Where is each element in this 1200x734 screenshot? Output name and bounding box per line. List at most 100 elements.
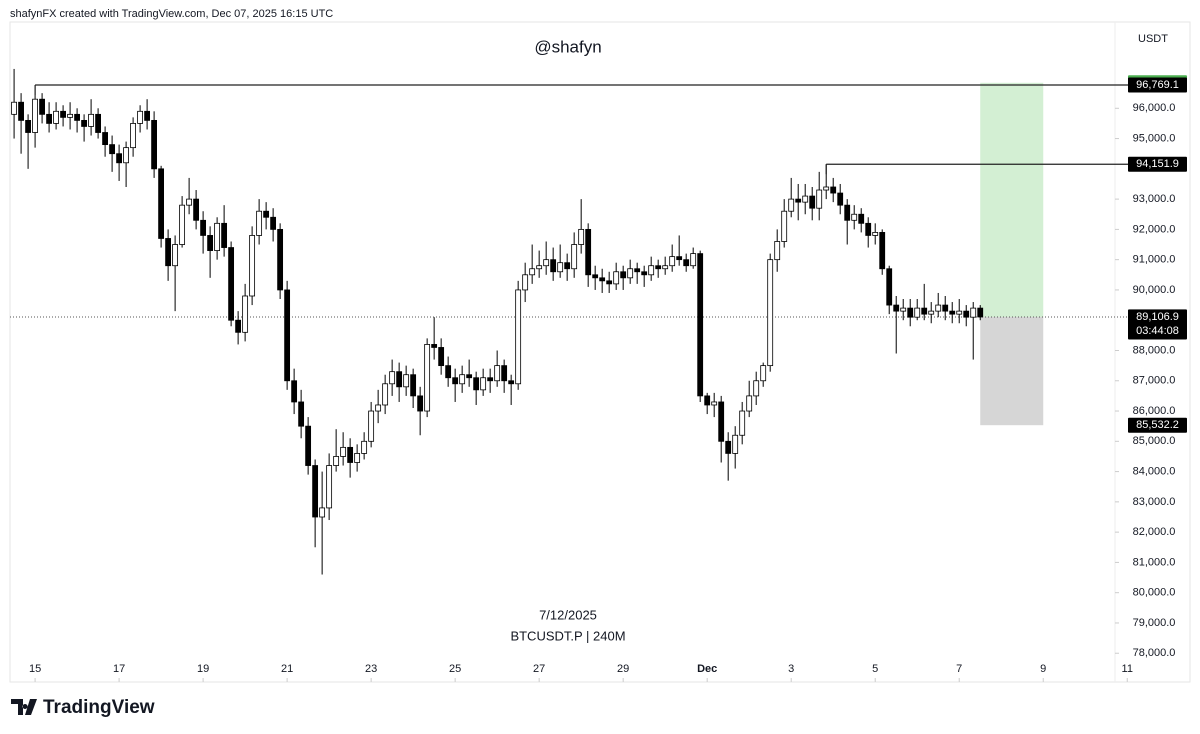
candle-body xyxy=(200,219,207,236)
x-tick-label: 11 xyxy=(1122,663,1133,675)
candle-body xyxy=(907,307,914,318)
x-tick-label: 19 xyxy=(197,663,209,675)
candle-body xyxy=(655,265,662,270)
candle-body xyxy=(81,119,87,127)
candle-body xyxy=(410,374,417,397)
candle-body xyxy=(746,395,753,412)
attribution: shafynFX created with TradingView.com, D… xyxy=(10,8,333,20)
candle-body xyxy=(788,198,795,212)
candle-body xyxy=(865,222,872,236)
candle-body xyxy=(543,259,550,267)
candle-body xyxy=(690,253,697,267)
candle-body xyxy=(263,210,270,218)
y-tick-label: 91,000.0 xyxy=(1133,254,1176,266)
candle-body xyxy=(802,195,809,203)
candle-body xyxy=(648,265,655,276)
candle-body xyxy=(221,222,228,248)
candle-body xyxy=(935,304,942,312)
chart-frame xyxy=(9,21,1191,683)
candle-body xyxy=(452,377,459,385)
y-tick-label: 79,000.0 xyxy=(1133,617,1176,629)
candle-body xyxy=(18,101,24,121)
candle-body xyxy=(172,244,179,267)
candle-body xyxy=(333,456,340,466)
candle-body xyxy=(25,119,31,133)
x-tick-label: 3 xyxy=(788,663,794,675)
candle-body xyxy=(396,371,403,388)
candle-body xyxy=(571,244,578,270)
y-tick-label: 80,000.0 xyxy=(1133,587,1176,599)
candle-body xyxy=(319,507,326,518)
x-tick-label: Dec xyxy=(697,663,717,675)
candle-body xyxy=(179,204,186,245)
y-tick-label: 88,000.0 xyxy=(1133,344,1176,356)
candle-body xyxy=(165,238,172,267)
candle-body xyxy=(851,213,858,221)
candle-body xyxy=(130,123,137,149)
x-tick-label: 5 xyxy=(872,663,878,675)
candle-body xyxy=(53,110,59,124)
candle-body xyxy=(683,259,690,267)
candle-body xyxy=(879,232,886,270)
candle-body xyxy=(676,256,683,261)
candle-body xyxy=(795,198,802,203)
candle-body xyxy=(74,113,80,121)
candle-body xyxy=(872,232,879,236)
candle-body xyxy=(67,113,73,118)
symbol-label: BTCUSDT.P | 240M xyxy=(510,628,625,643)
candle-body xyxy=(228,247,235,321)
candle-body xyxy=(186,198,193,206)
candle-body xyxy=(732,434,739,454)
candle-body xyxy=(620,271,627,279)
candle-body xyxy=(32,98,38,133)
candle-body xyxy=(711,401,718,406)
candle-body xyxy=(109,144,115,155)
candle-body xyxy=(599,277,606,282)
candle-body xyxy=(515,289,522,385)
candle-body xyxy=(305,425,312,466)
y-tick-label: 93,000.0 xyxy=(1133,193,1176,205)
candle-body xyxy=(235,319,242,333)
candle-body xyxy=(522,274,529,291)
candle-body xyxy=(669,256,676,267)
stop-zone xyxy=(980,316,1044,426)
candle-body xyxy=(830,186,837,194)
x-tick-label: 29 xyxy=(617,663,629,675)
last-price-label-box xyxy=(1128,309,1187,340)
y-tick-label: 85,000.0 xyxy=(1133,435,1176,447)
candle-body xyxy=(445,365,452,379)
candle-body xyxy=(823,186,830,191)
candle-body xyxy=(914,307,921,318)
candle-body xyxy=(613,271,620,285)
candle-body xyxy=(494,365,501,382)
candle-body xyxy=(291,380,298,403)
candle-body xyxy=(942,304,949,312)
x-tick-label: 23 xyxy=(365,663,377,675)
y-tick-label: 92,000.0 xyxy=(1133,223,1176,235)
candle-body xyxy=(417,395,424,412)
y-tick-label: 78,000.0 xyxy=(1133,647,1176,659)
candle-body xyxy=(928,310,935,315)
candle-body xyxy=(900,307,907,312)
x-tick-label: 7 xyxy=(956,663,962,675)
candle-body xyxy=(585,228,592,276)
candle-body xyxy=(662,265,669,270)
candle-body xyxy=(718,401,725,442)
candle-body xyxy=(144,110,151,121)
candle-body xyxy=(760,365,767,382)
y-tick-label: 95,000.0 xyxy=(1133,132,1176,144)
candle-body xyxy=(466,374,473,379)
logo: TradingView xyxy=(11,697,155,718)
y-tick-label: 96,000.0 xyxy=(1133,102,1176,114)
y-tick-label: 82,000.0 xyxy=(1133,526,1176,538)
y-tick-label: 87,000.0 xyxy=(1133,375,1176,387)
candle-body xyxy=(970,307,977,318)
candle-body xyxy=(438,347,445,367)
candle-body xyxy=(858,213,865,224)
candle-body xyxy=(207,235,214,251)
candle-body xyxy=(214,222,221,251)
candle-body xyxy=(424,344,431,412)
candle-body xyxy=(46,113,52,124)
candle-body xyxy=(473,377,480,391)
